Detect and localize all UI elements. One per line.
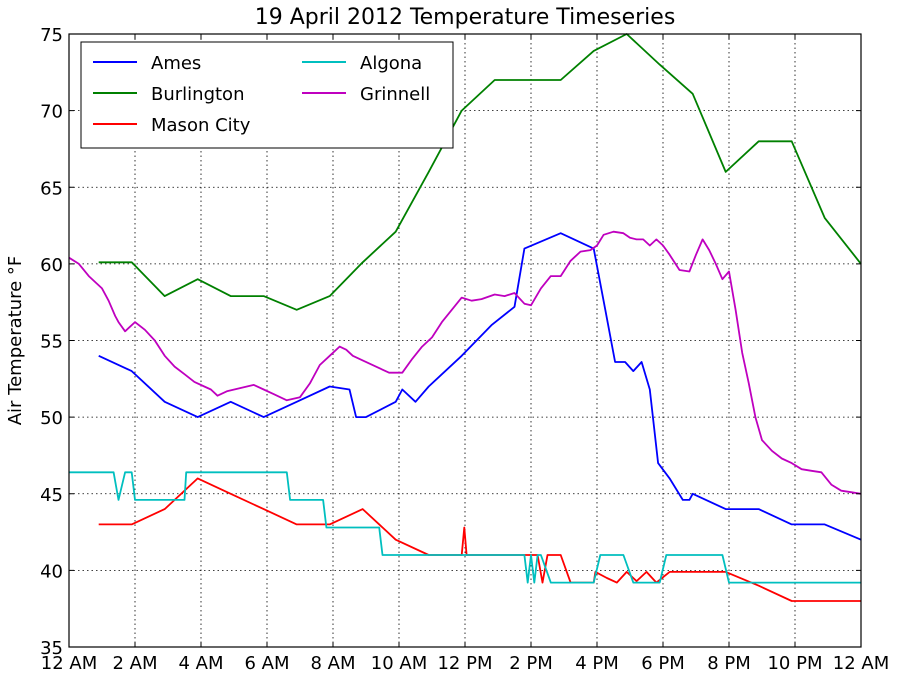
x-tick-label: 10 AM: [371, 653, 427, 674]
x-tick-label: 2 AM: [112, 653, 157, 674]
chart-title: 19 April 2012 Temperature Timeseries: [255, 5, 676, 30]
grid: [69, 34, 861, 647]
series-line-ames: [98, 232, 862, 541]
y-tick-label: 40: [40, 561, 63, 582]
x-tick-label: 8 PM: [707, 653, 751, 674]
series-lines: [68, 33, 862, 602]
y-tick-label: 60: [40, 255, 63, 276]
y-tick-label: 50: [40, 408, 63, 429]
y-tick-label: 35: [40, 638, 63, 659]
x-tick-label: 12 PM: [437, 653, 492, 674]
y-axis-label: Air Temperature °F: [5, 256, 26, 426]
legend: Ames Burlington Mason City Algona Grinnell: [80, 41, 454, 149]
legend-label-mason-city: Mason City: [151, 115, 251, 136]
y-tick-label: 45: [40, 485, 63, 506]
x-tick-label: 4 AM: [178, 653, 223, 674]
legend-box: [80, 41, 454, 149]
series-line-algona: [69, 471, 861, 584]
y-tick-label: 55: [40, 332, 63, 353]
axis-ticks: 12 AM 2 AM 4 AM 6 AM 8 AM 10 AM 12 PM 2 PM 4 PM 6…: [40, 25, 889, 674]
x-tick-label: 2 PM: [509, 653, 553, 674]
y-tick-label: 75: [40, 25, 63, 46]
x-tick-label: 8 AM: [310, 653, 355, 674]
legend-label-burlington: Burlington: [151, 84, 244, 105]
y-tick-label: 70: [40, 102, 63, 123]
series-line-grinnell: [68, 230, 862, 495]
x-tick-label: 12 AM: [833, 653, 889, 674]
legend-label-grinnell: Grinnell: [360, 84, 430, 105]
x-tick-label: 4 PM: [575, 653, 619, 674]
x-tick-label: 6 AM: [244, 653, 289, 674]
x-tick-label: 6 PM: [641, 653, 685, 674]
legend-label-ames: Ames: [151, 53, 201, 74]
legend-label-algona: Algona: [360, 53, 422, 74]
series-line-burlington: [98, 33, 862, 311]
y-tick-label: 65: [40, 178, 63, 199]
x-tick-label: 10 PM: [767, 653, 822, 674]
x-tick-label: 12 AM: [41, 653, 97, 674]
